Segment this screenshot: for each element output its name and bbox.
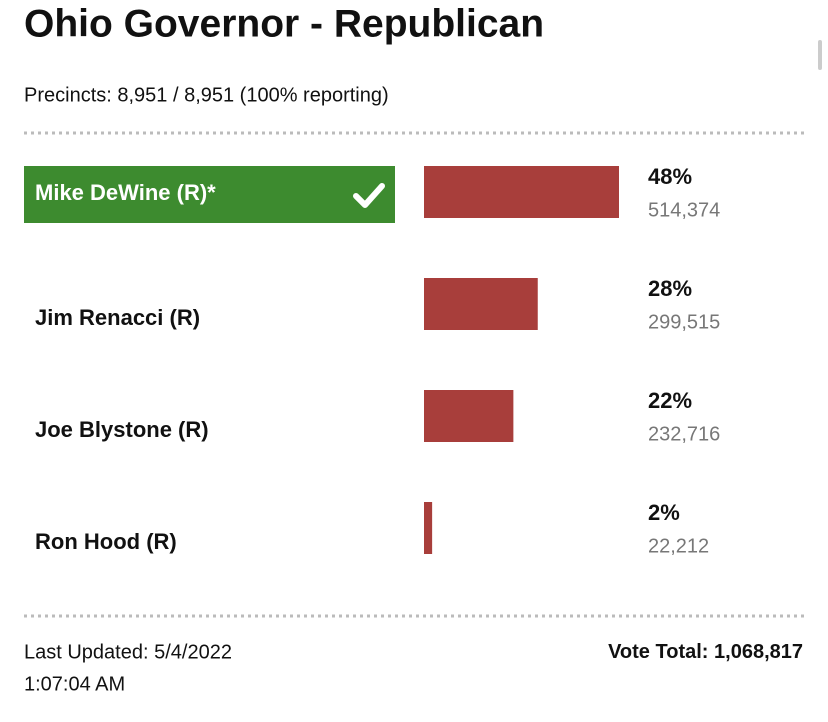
last-updated-time: 1:07:04 AM <box>24 673 125 695</box>
bar <box>424 166 619 218</box>
candidate-name: Jim Renacci (R) <box>35 305 200 330</box>
winner-highlight <box>24 166 395 223</box>
vote-total-value: 1,068,817 <box>714 641 803 663</box>
percent-label: 22% <box>648 388 692 413</box>
winner-check <box>353 183 385 208</box>
bar <box>424 390 514 442</box>
subtitle: Precincts: 8,951 / 8,951 (100% reporting… <box>24 84 389 106</box>
bar <box>424 502 433 554</box>
vote-total: Vote Total: 1,068,817 <box>608 641 803 663</box>
title: Ohio Governor - Republican <box>24 2 544 45</box>
candidate-name: Mike DeWine (R)* <box>35 180 216 205</box>
percent-label: 48% <box>648 164 692 189</box>
candidate-name: Joe Blystone (R) <box>35 417 209 442</box>
vote-total-label: Vote Total: <box>608 641 708 663</box>
bar <box>424 278 538 330</box>
percent-label: 28% <box>648 276 692 301</box>
vote-count: 299,515 <box>648 311 720 333</box>
last-updated: Last Updated: 5/4/2022 <box>24 641 232 663</box>
scrollbar <box>818 40 822 70</box>
vote-count: 232,716 <box>648 423 720 445</box>
candidate-name: Ron Hood (R) <box>35 529 177 554</box>
vote-count: 22,212 <box>648 535 709 557</box>
vote-count: 514,374 <box>648 199 720 221</box>
percent-label: 2% <box>648 500 680 525</box>
